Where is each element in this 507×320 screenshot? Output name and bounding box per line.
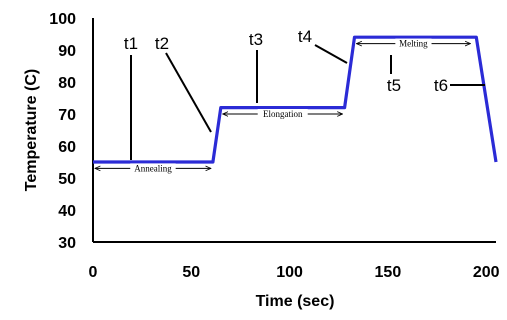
time-marker-t4: t4 [298, 27, 348, 64]
phase-label-background [395, 38, 432, 49]
phase-label-background [130, 163, 176, 174]
series-layer [93, 35, 498, 164]
time-marker-label: t3 [249, 30, 263, 49]
x-tick-label: 100 [276, 264, 303, 281]
y-tick-label: 40 [58, 203, 76, 220]
y-tick-label: 100 [49, 11, 76, 28]
time-marker-t6: t6 [434, 76, 485, 95]
time-marker-t3: t3 [249, 30, 263, 103]
phase-annotation: Elongation [223, 109, 343, 119]
phase-label: Melting [399, 39, 428, 49]
x-tick-label: 0 [89, 264, 98, 281]
phase-label: Annealing [134, 163, 172, 173]
time-marker-label: t4 [298, 27, 312, 46]
y-tick-labels: 30 40 50 60 70 80 90 100 [49, 11, 76, 252]
phase-label: Elongation [263, 109, 303, 119]
y-tick-label: 70 [58, 107, 76, 124]
x-tick-label: 200 [473, 264, 500, 281]
time-marker-label: t2 [155, 34, 169, 53]
time-marker-label: t5 [387, 76, 401, 95]
y-tick-label: 30 [58, 235, 76, 252]
phase-label-background [257, 109, 308, 119]
time-marker-t2: t2 [155, 34, 212, 133]
y-tick-label: 50 [58, 171, 76, 188]
time-marker-label: t1 [124, 34, 138, 53]
phase-annotation: Annealing [95, 163, 211, 174]
phase-annotation: Melting [356, 38, 470, 49]
time-marker-leader-line [314, 44, 348, 64]
y-tick-label: 60 [58, 139, 76, 156]
phase-annotations: Annealing Elongation Melting [95, 38, 470, 174]
time-marker-label: t6 [434, 76, 448, 95]
x-tick-labels: 0 50 100 150 200 [89, 264, 500, 281]
axes [92, 18, 496, 243]
x-axis-title: Time (sec) [256, 293, 335, 310]
time-marker-t5: t5 [387, 55, 401, 95]
x-tick-label: 150 [375, 264, 402, 281]
x-tick-label: 50 [182, 264, 200, 281]
y-tick-label: 90 [58, 43, 76, 60]
temperature-series-line [93, 35, 498, 164]
y-tick-label: 80 [58, 75, 76, 92]
time-marker-t1: t1 [124, 34, 138, 160]
y-axis-title: Temperature (C) [23, 69, 40, 191]
time-marker-leader-line [165, 52, 212, 133]
time-marker-annotations: t1 t2 t3 t4 t5 t6 [124, 27, 485, 160]
